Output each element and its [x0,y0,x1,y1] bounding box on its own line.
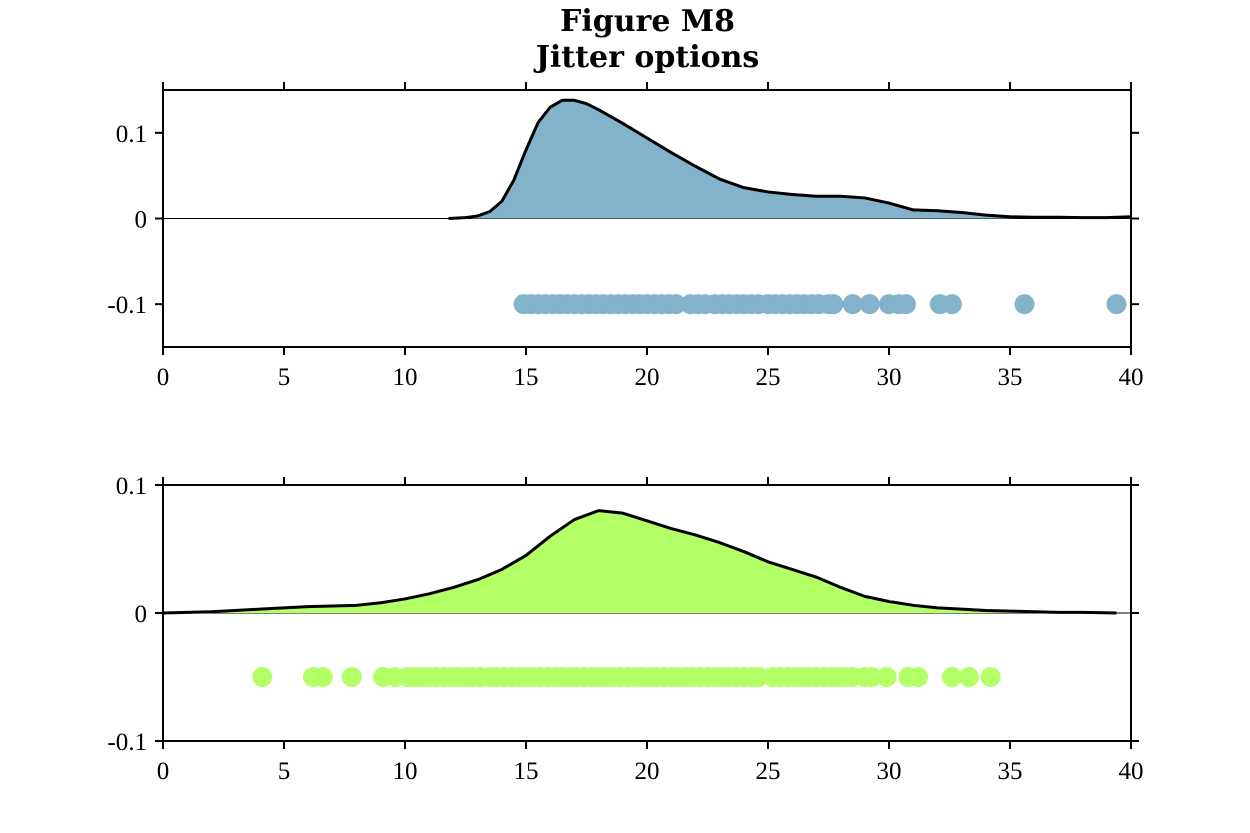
data-point [1014,294,1035,315]
data-point [1106,294,1127,315]
y-tick-label: -0.1 [107,729,147,756]
x-tick-label: 35 [998,364,1023,391]
x-tick-label: 5 [278,758,291,785]
data-point [748,667,769,687]
x-tick-label: 30 [877,364,902,391]
x-tick-label: 10 [393,364,418,391]
figure-title-block: Figure M8 Jitter options [0,4,1250,76]
x-tick-label: 25 [756,364,781,391]
data-point [941,667,962,687]
y-tick-label: 0 [135,207,148,234]
density-area [163,510,1117,613]
chart-subtitle: Jitter options [535,40,760,75]
x-tick-label: 30 [877,758,902,785]
data-point [823,294,844,315]
x-tick-label: 20 [635,758,660,785]
data-point [876,667,897,687]
y-tick-label: -0.1 [107,292,147,319]
data-point [341,667,362,687]
y-tick-label: 0.1 [116,121,147,148]
x-tick-label: 10 [393,758,418,785]
y-tick-label: 0.1 [116,473,147,500]
x-tick-label: 40 [1119,758,1144,785]
density-line [448,98,1132,220]
bottom-density-panel: 0 5 10 15 20 25 30 35 40 0.1 0 -0.1 [107,473,1143,785]
data-point [980,667,1001,687]
top-density-panel: 0 5 10 15 20 25 30 35 40 0.1 0 -0.1 [107,82,1144,391]
data-point [842,294,863,315]
x-tick-label: 35 [998,758,1023,785]
data-point [252,667,273,687]
x-tick-label: 25 [756,758,781,785]
density-area [448,100,1131,219]
data-point [958,667,979,687]
x-tick-label: 15 [514,364,539,391]
x-tick-label: 20 [635,364,660,391]
data-point [941,294,962,315]
data-point [859,294,880,315]
data-point [908,667,929,687]
x-tick-label: 0 [157,364,170,391]
data-point [862,667,883,687]
x-tick-label: 5 [278,364,291,391]
density-line [162,509,1117,615]
data-point [666,294,687,315]
data-point [895,294,916,315]
data-point [312,667,333,687]
chart-title: Figure M8 [560,4,735,39]
y-tick-label: 0 [135,601,148,628]
x-tick-label: 0 [157,758,170,785]
x-tick-label: 40 [1119,364,1144,391]
x-tick-label: 15 [514,758,539,785]
